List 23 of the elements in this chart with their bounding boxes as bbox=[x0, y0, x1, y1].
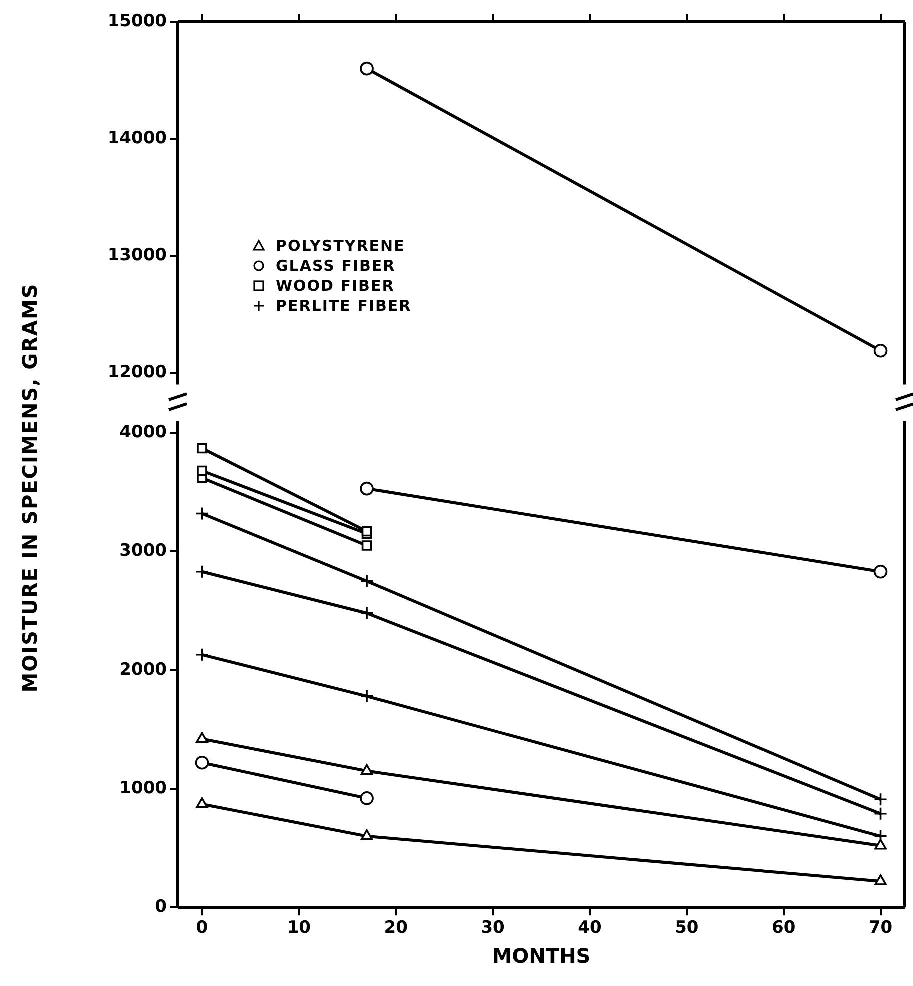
x-tick-label: 30 bbox=[481, 918, 506, 938]
x-tick-label: 50 bbox=[675, 918, 699, 938]
y-tick-label: 12000 bbox=[108, 362, 168, 383]
y-axis-title: MOISTURE IN SPECIMENS, GRAMS bbox=[18, 283, 42, 693]
y-tick-label: 3000 bbox=[120, 541, 168, 562]
y-tick-label: 13000 bbox=[108, 245, 168, 266]
x-tick-label: 60 bbox=[772, 918, 796, 938]
x-tick-label: 10 bbox=[287, 918, 312, 938]
legend-label: POLYSTYRENE bbox=[276, 236, 406, 256]
legend-label: GLASS FIBER bbox=[276, 256, 396, 276]
x-tick-label: 0 bbox=[196, 918, 208, 938]
legend-label: WOOD FIBER bbox=[276, 276, 395, 296]
x-tick-label: 40 bbox=[578, 918, 602, 938]
y-tick-label: 0 bbox=[155, 897, 168, 918]
y-tick-label: 1000 bbox=[120, 778, 168, 798]
y-tick-label: 2000 bbox=[120, 660, 168, 680]
y-tick-label: 4000 bbox=[120, 422, 168, 442]
x-tick-label: 70 bbox=[868, 918, 893, 938]
x-axis-title: MONTHS bbox=[492, 944, 591, 968]
y-tick-label: 14000 bbox=[108, 128, 168, 148]
y-tick-label: 15000 bbox=[108, 11, 168, 32]
x-tick-label: 20 bbox=[384, 918, 408, 938]
legend-label: PERLITE FIBER bbox=[276, 296, 412, 316]
